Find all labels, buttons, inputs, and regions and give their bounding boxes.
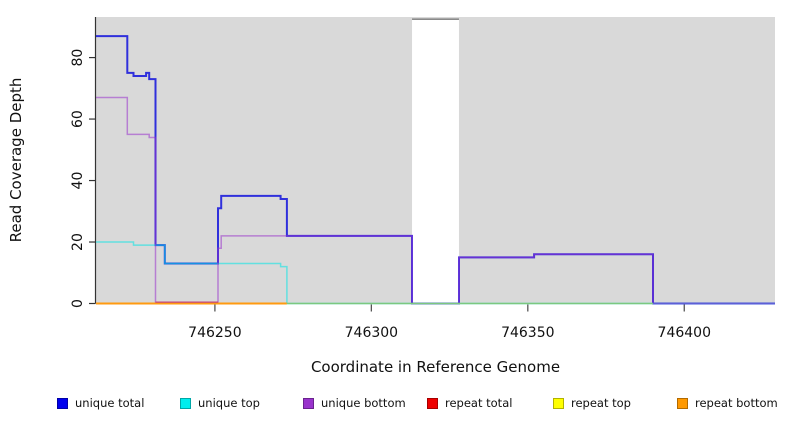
- y-tick-label: 20: [70, 233, 86, 251]
- legend-swatch-icon: [553, 398, 564, 409]
- legend-label: unique top: [198, 396, 260, 410]
- legend-label: unique bottom: [321, 396, 406, 410]
- x-tick-label: 746400: [658, 325, 711, 341]
- series-unique-top: [96, 241, 775, 305]
- x-tick-label: 746300: [345, 325, 398, 341]
- coverage-chart: 0 20 40 60 80 746250 746300 746350 746400: [70, 17, 775, 341]
- y-tick-label: 60: [70, 110, 86, 128]
- legend-label: repeat bottom: [695, 396, 778, 410]
- y-tick-label: 40: [70, 172, 86, 190]
- legend-label: unique total: [75, 396, 145, 410]
- gap-region: [412, 19, 459, 304]
- legend-swatch-icon: [180, 398, 191, 409]
- x-tick-label: 746250: [188, 325, 241, 341]
- x-tick-label: 746350: [501, 325, 554, 341]
- legend-label: repeat top: [571, 396, 631, 410]
- legend-swatch-icon: [427, 398, 438, 409]
- y-tick-label: 80: [70, 49, 86, 67]
- legend-label: repeat total: [445, 396, 513, 410]
- legend-swatch-icon: [677, 398, 688, 409]
- x-axis-title: Coordinate in Reference Genome: [310, 358, 561, 376]
- legend: unique total unique top unique bottom repea…: [0, 396, 792, 414]
- y-tick-label: 0: [70, 299, 86, 308]
- legend-swatch-icon: [57, 398, 68, 409]
- legend-swatch-icon: [303, 398, 314, 409]
- series-unique-bottom: [96, 96, 775, 305]
- y-axis-title: Read Coverage Depth: [7, 77, 25, 243]
